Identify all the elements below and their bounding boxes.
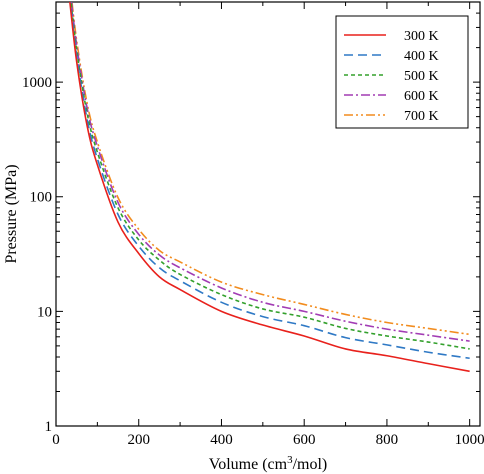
x-tick-label: 800	[376, 432, 399, 448]
ticks-layer: 0 200 400 600 800 1000 1 10 100 1000	[22, 2, 484, 448]
plot-frame	[55, 1, 481, 427]
y-axis-label: Pressure (MPa)	[3, 164, 20, 263]
x-axis-label: Volume (cm3/mol)	[209, 454, 328, 473]
legend-label: 500 K	[404, 69, 439, 84]
x-axis-label-suffix: /mol)	[293, 456, 328, 473]
legend: 300 K 400 K 500 K 600 K 700 K	[335, 15, 469, 129]
legend-label: 600 K	[404, 89, 439, 104]
x-tick-label: 400	[210, 432, 233, 448]
series-line-500k	[70, 2, 470, 350]
series-line-300k	[69, 2, 470, 373]
y-tick-label: 1000	[22, 75, 52, 91]
x-tick-label: 600	[293, 432, 316, 448]
legend-label: 400 K	[404, 49, 439, 64]
y-tick-label: 1	[45, 419, 53, 435]
x-tick-label: 200	[127, 432, 150, 448]
series-line-700k	[71, 2, 470, 336]
x-tick-label: 1000	[455, 432, 484, 448]
x-axis-label-superscript: 3	[287, 454, 293, 466]
y-tick-label: 100	[30, 190, 53, 206]
legend-box	[335, 15, 469, 129]
x-tick-label: 0	[52, 432, 60, 448]
series-layer	[69, 2, 470, 373]
legend-label: 700 K	[404, 109, 439, 124]
y-tick-label: 10	[37, 304, 52, 320]
legend-label: 300 K	[404, 29, 439, 44]
x-axis-label-prefix: Volume (cm	[209, 456, 288, 473]
series-line-400k	[69, 2, 470, 360]
series-line-600k	[70, 2, 470, 342]
